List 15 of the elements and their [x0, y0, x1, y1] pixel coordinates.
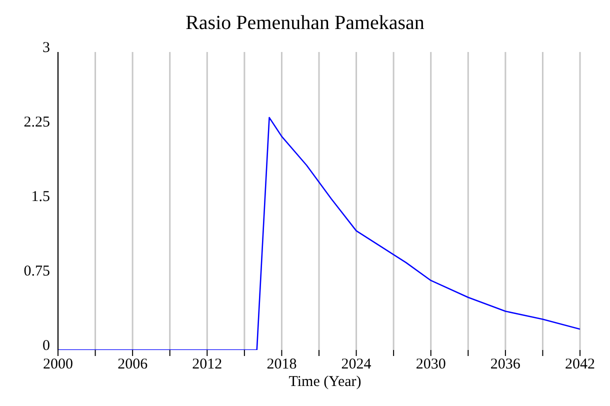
x-tick-label: 2030 [416, 356, 446, 373]
x-axis-title: Time (Year) [288, 374, 362, 391]
chart-title: Rasio Pemenuhan Pamekasan [184, 11, 426, 36]
x-tick-label: 2024 [341, 356, 372, 373]
y-tick-label: 0.75 [24, 264, 50, 280]
x-tick-label: 2006 [118, 356, 148, 373]
x-tick-label: 2012 [192, 356, 222, 373]
x-tick-label: 2036 [490, 356, 521, 373]
x-tick-label: 2018 [266, 356, 297, 373]
x-tick-label: 2000 [43, 356, 73, 373]
x-tick-label: 2042 [565, 356, 595, 373]
y-tick-label: 2.25 [24, 114, 50, 130]
y-tick-label: 1.5 [31, 189, 50, 205]
y-tick-label: 0 [42, 338, 50, 354]
y-tick-label: 3 [42, 40, 50, 56]
